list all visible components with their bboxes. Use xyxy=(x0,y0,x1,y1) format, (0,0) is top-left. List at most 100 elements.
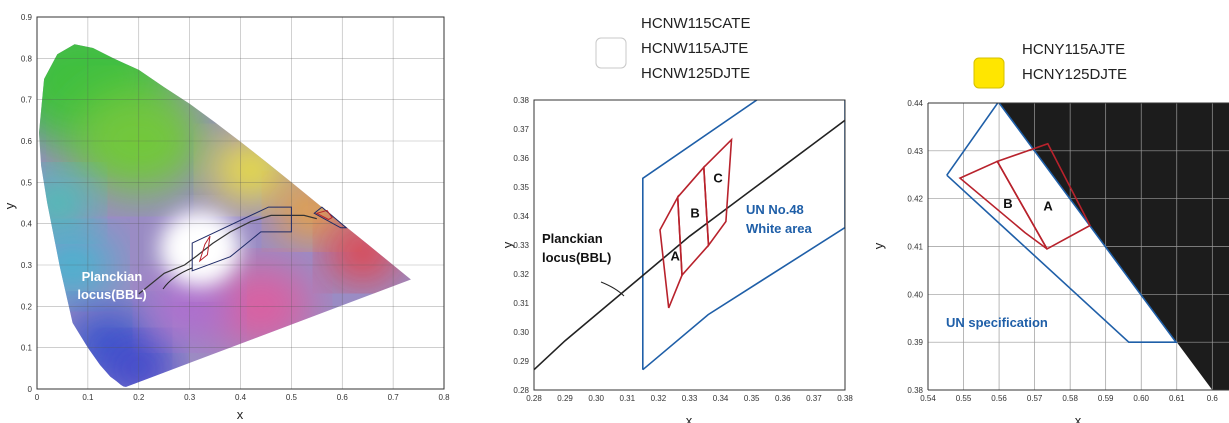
white-area-y-tick-label: 0.36 xyxy=(513,154,529,163)
gamut-color-blob-1 xyxy=(72,87,205,195)
cie-x-tick-label: 0.7 xyxy=(388,393,400,402)
cie-x-tick-label: 0.2 xyxy=(133,393,145,402)
un-white-area-label-line1: UN No.48 xyxy=(746,202,804,217)
white-bin-label-c: C xyxy=(713,171,723,186)
outside-gamut-region xyxy=(998,103,1229,390)
yellow-area-x-tick-label: 0.60 xyxy=(1133,394,1149,403)
cie-grid xyxy=(37,17,444,389)
legend-hcny125djte: HCNY125DJTE xyxy=(1022,66,1127,83)
cie-y-tick-label: 0.8 xyxy=(21,54,33,63)
white-area-y-tick-label: 0.32 xyxy=(513,270,529,279)
white-area-tick-labels: 0.28 0.29 0.30 0.31 0.32 0.33 0.34 0.35 0.36 0.37… xyxy=(513,96,853,403)
legend-hcnw125djte: HCNW125DJTE xyxy=(641,65,750,82)
white-area-x-tick-label: 0.33 xyxy=(682,394,698,403)
cie-x-tick-label: 0.1 xyxy=(82,393,94,402)
cie-y-tick-label: 0.4 xyxy=(21,220,33,229)
cie-y-tick-label: 0.2 xyxy=(21,302,33,311)
white-area-x-tick-label: 0.34 xyxy=(713,394,729,403)
white-area-plot: A B C xyxy=(534,100,845,371)
white-area-x-axis-label: x xyxy=(686,413,693,423)
planckian-leader-line xyxy=(600,281,625,297)
cie-planckian-label-line2: locus(BBL) xyxy=(77,287,146,302)
yellow-bin-a xyxy=(996,142,1092,250)
cie-white-bin xyxy=(198,235,211,263)
cie-plot-frame xyxy=(36,16,445,390)
cie-chromaticity-panel: 0 0.1 0.2 0.3 0.4 0.5 0.6 0.7 0.8 0 0.1 0.2 0.3 0.4 0.… xyxy=(2,13,450,422)
white-area-y-tick-label: 0.38 xyxy=(513,96,529,105)
yellow-area-y-tick-label: 0.40 xyxy=(907,290,923,299)
yellow-area-x-axis-label: x xyxy=(1075,413,1082,423)
white-area-y-tick-label: 0.28 xyxy=(513,386,529,395)
cie-y-tick-label: 0.9 xyxy=(21,13,33,22)
yellow-bin-label-b: B xyxy=(1003,196,1012,211)
cie-yellow-bin xyxy=(315,209,333,221)
white-area-x-tick-label: 0.36 xyxy=(775,394,791,403)
yellow-area-y-tick-label: 0.39 xyxy=(907,338,923,347)
yellow-area-x-tick-label: 0.61 xyxy=(1169,394,1185,403)
un-specification-label: UN specification xyxy=(946,315,1048,330)
planckian-label-line1: Planckian xyxy=(542,231,603,246)
gamut-white-point xyxy=(159,210,240,287)
white-area-x-tick-label: 0.35 xyxy=(744,394,760,403)
planckian-label-line2: locus(BBL) xyxy=(542,250,611,265)
cie-x-tick-label: 0.5 xyxy=(286,393,298,402)
white-area-x-tick-label: 0.30 xyxy=(588,394,604,403)
cie-x-axis-label: x xyxy=(237,407,244,422)
white-area-frame xyxy=(533,99,846,391)
un-white-area-label-line2: White area xyxy=(746,221,813,236)
yellow-area-y-tick-label: 0.38 xyxy=(907,386,923,395)
cie-y-tick-label: 0 xyxy=(28,385,33,394)
yellow-area-y-tick-label: 0.41 xyxy=(907,243,923,252)
yellow-area-x-tick-label: 0.6 xyxy=(1207,394,1219,403)
white-color-swatch xyxy=(595,37,627,69)
white-area-y-tick-label: 0.34 xyxy=(513,212,529,221)
planckian-locus-curve xyxy=(534,119,845,371)
cie-y-tick-label: 0.3 xyxy=(21,261,33,270)
white-bin-label-b: B xyxy=(690,205,699,220)
white-area-y-axis-label: y xyxy=(500,241,515,248)
yellow-area-x-tick-label: 0.55 xyxy=(956,394,972,403)
cie-overlay-shapes xyxy=(138,206,348,295)
cie-planckian-locus xyxy=(138,214,317,295)
legend-hcnw115ajte: HCNW115AJTE xyxy=(641,40,748,57)
cie-tick-labels: 0 0.1 0.2 0.3 0.4 0.5 0.6 0.7 0.8 0 0.1 0.2 0.3 0.4 0.… xyxy=(21,13,450,402)
cie-white-area-outline xyxy=(191,206,292,272)
un-specification-boundary xyxy=(946,103,1178,344)
cie-y-tick-label: 0.6 xyxy=(21,137,33,146)
white-area-y-tick-label: 0.33 xyxy=(513,241,529,250)
white-area-x-tick-label: 0.37 xyxy=(806,394,822,403)
white-bin-b xyxy=(676,165,710,278)
chromaticity-gamut-fill xyxy=(39,44,411,387)
white-area-x-tick-label: 0.29 xyxy=(557,394,573,403)
white-area-y-tick-label: 0.30 xyxy=(513,328,529,337)
cie-y-tick-label: 0.7 xyxy=(21,96,33,105)
cie-x-tick-label: 0.8 xyxy=(438,393,450,402)
yellow-area-x-tick-label: 0.59 xyxy=(1098,394,1114,403)
cie-x-tick-label: 0.4 xyxy=(235,393,247,402)
white-area-x-tick-label: 0.28 xyxy=(526,394,542,403)
yellow-area-y-axis-label: y xyxy=(871,242,886,249)
white-area-x-tick-label: 0.31 xyxy=(620,394,636,403)
white-area-x-tick-label: 0.32 xyxy=(651,394,667,403)
legend-hcnw115cate: HCNW115CATE xyxy=(641,15,750,32)
yellow-color-swatch xyxy=(973,57,1005,89)
white-bin-c xyxy=(702,137,733,248)
yellow-area-y-tick-label: 0.44 xyxy=(907,99,923,108)
cie-planckian-leader xyxy=(162,267,193,290)
yellow-area-panel: HCNY115AJTE HCNY125DJTE 0.54 0.55 0.56 0.57… xyxy=(871,41,1229,423)
white-area-y-tick-label: 0.37 xyxy=(513,125,529,134)
yellow-area-y-tick-label: 0.42 xyxy=(907,195,923,204)
white-area-y-tick-label: 0.29 xyxy=(513,357,529,366)
cie-y-tick-label: 0.5 xyxy=(21,178,33,187)
yellow-area-x-tick-label: 0.56 xyxy=(991,394,1007,403)
white-bin-label-a: A xyxy=(670,248,680,263)
gamut-color-blob-10 xyxy=(148,273,231,340)
legend-hcny115ajte: HCNY115AJTE xyxy=(1022,41,1125,58)
gamut-color-blob-2 xyxy=(39,174,93,232)
cie-y-axis-label: y xyxy=(2,202,17,209)
yellow-area-x-tick-label: 0.54 xyxy=(920,394,936,403)
gamut-color-blob-6 xyxy=(209,136,292,203)
white-area-x-tick-label: 0.38 xyxy=(837,394,853,403)
